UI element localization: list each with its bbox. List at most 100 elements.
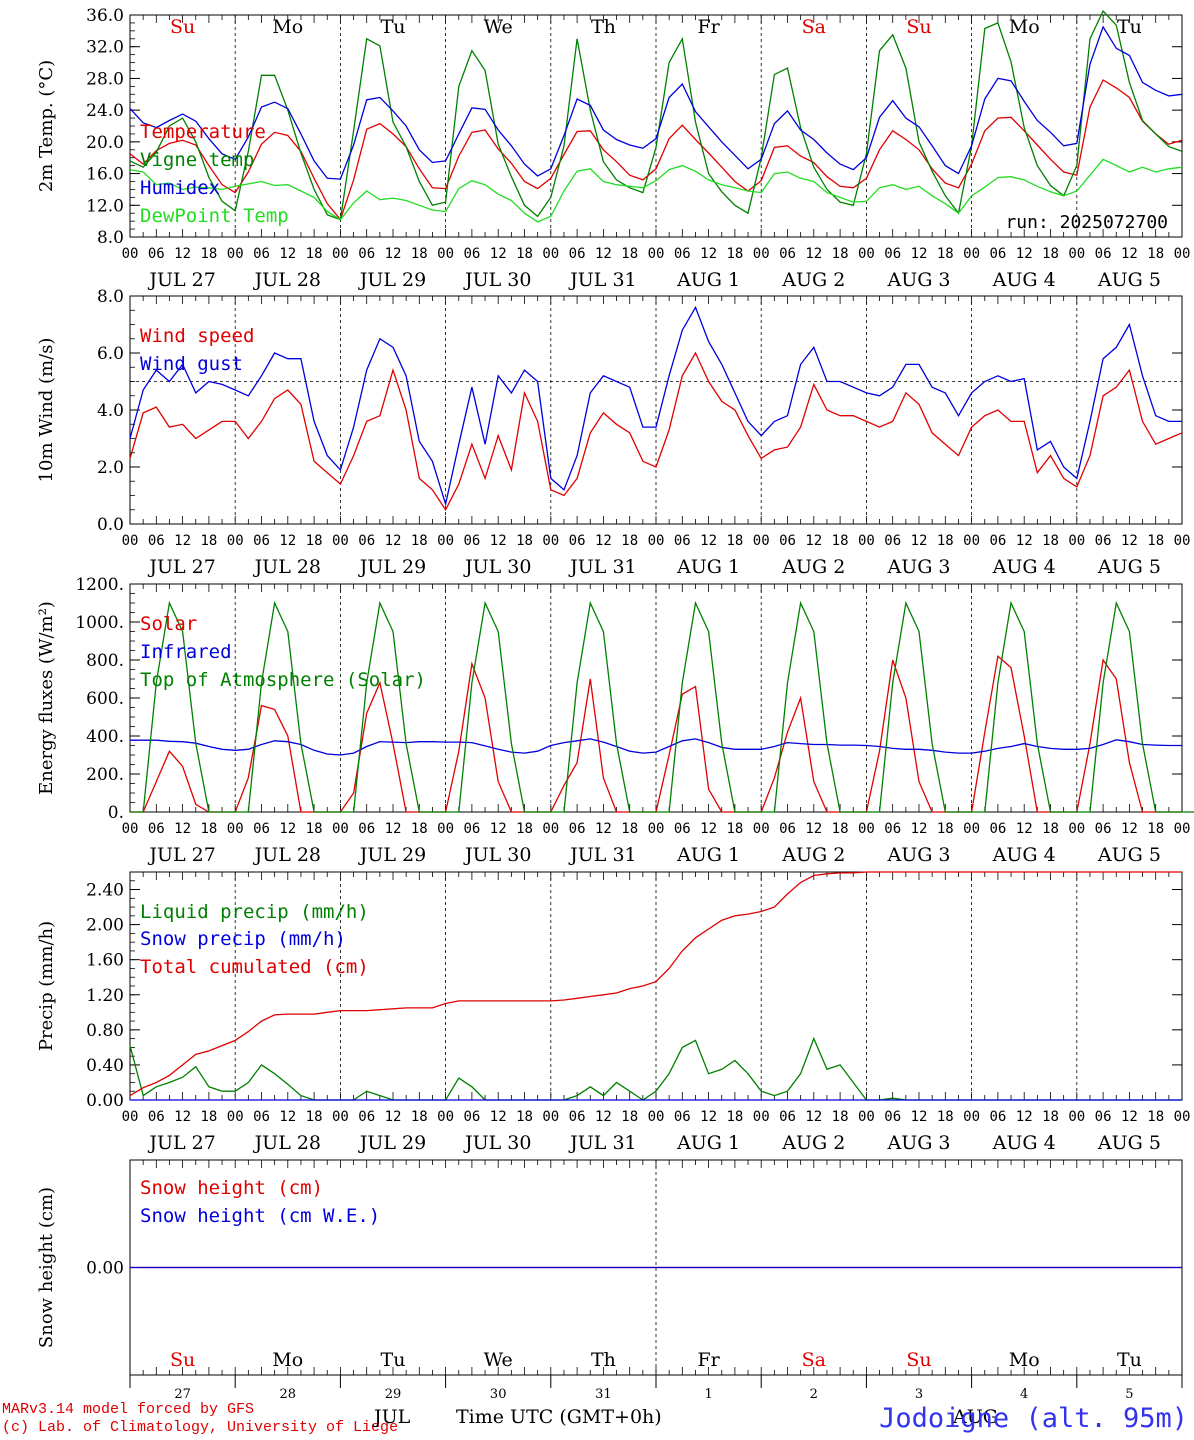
hour-label: 06 [253, 821, 270, 837]
weekday-label-bottom: Su [170, 1349, 195, 1371]
hour-label: 12 [174, 821, 191, 837]
hour-label: 06 [148, 821, 165, 837]
hour-label: 18 [200, 821, 217, 837]
hour-label: 00 [1068, 821, 1085, 837]
y-tick-label: 16.0 [86, 165, 124, 185]
hour-label: 18 [726, 1109, 743, 1125]
date-label: AUG 5 [1097, 556, 1161, 578]
hour-label: 00 [1068, 1109, 1085, 1125]
hour-label: 18 [516, 533, 533, 549]
hour-label: 00 [753, 246, 770, 262]
panel-4 [129, 871, 1183, 1101]
hour-label: 18 [726, 821, 743, 837]
date-label: JUL 30 [463, 269, 531, 291]
date-label: AUG 4 [992, 556, 1056, 578]
hour-label: 18 [411, 1109, 428, 1125]
legend-entry: Solar [140, 613, 197, 635]
series-line-infrared [130, 738, 1182, 756]
date-label: AUG 5 [1097, 269, 1161, 291]
y-tick-label: 600. [86, 689, 124, 709]
series-line-total-cumulated-cm- [129, 871, 1182, 1097]
weekday-label-top: Th [591, 16, 616, 38]
hour-label: 00 [963, 821, 980, 837]
model-line: MARv3.14 model forced by GFS [2, 1401, 255, 1418]
date-label: JUL 27 [147, 1132, 215, 1154]
weekday-label-bottom: Fr [697, 1349, 720, 1371]
weekday-label-bottom: We [484, 1349, 513, 1371]
hour-label: 18 [1147, 1109, 1164, 1125]
date-label: JUL 31 [568, 269, 636, 291]
hour-label: 18 [937, 533, 954, 549]
legend-entry: Wind speed [140, 325, 254, 347]
hour-label: 12 [174, 1109, 191, 1125]
series-line-humidex [129, 25, 1183, 180]
hour-label: 00 [227, 246, 244, 262]
date-label: AUG 3 [886, 269, 950, 291]
series-line-top-of-atmosphere-solar- [130, 600, 1194, 813]
series-line-dewpoint-temp [129, 158, 1183, 223]
hour-label: 00 [437, 246, 454, 262]
date-label: JUL 29 [358, 269, 426, 291]
hour-label: 00 [858, 821, 875, 837]
hour-label: 00 [122, 533, 139, 549]
hour-label: 06 [674, 1109, 691, 1125]
hour-label: 06 [253, 1109, 270, 1125]
y-tick-label: 2.40 [86, 881, 124, 901]
date-label: AUG 4 [992, 844, 1056, 866]
y-axis-label: 2m Temp. (°C) [36, 60, 57, 192]
day-number: 3 [915, 1387, 923, 1402]
hour-label: 18 [832, 1109, 849, 1125]
hour-label: 06 [989, 1109, 1006, 1125]
hour-label: 12 [1121, 821, 1138, 837]
hour-label: 12 [700, 1109, 717, 1125]
hour-label: 18 [516, 1109, 533, 1125]
hour-label: 12 [385, 1109, 402, 1125]
day-number: 2 [810, 1387, 818, 1402]
hour-label: 00 [753, 533, 770, 549]
series-line-wind-gust [129, 305, 1182, 507]
hour-label: 06 [148, 246, 165, 262]
hour-label: 06 [674, 246, 691, 262]
hour-label: 00 [648, 533, 665, 549]
legend-entry: Wind gust [140, 353, 243, 375]
y-tick-label: 36.0 [86, 6, 124, 26]
date-label: JUL 27 [147, 844, 215, 866]
hour-label: 06 [779, 821, 796, 837]
month-label-aug: AUG [953, 1406, 998, 1428]
hour-label: 12 [595, 533, 612, 549]
day-number: 1 [704, 1387, 712, 1402]
y-tick-label: 0.0 [97, 515, 124, 535]
hour-label: 12 [1121, 246, 1138, 262]
day-number: 5 [1125, 1387, 1133, 1402]
y-tick-label: 8.0 [97, 287, 124, 307]
weekday-label-top: Mo [272, 16, 303, 38]
hour-label: 06 [884, 1109, 901, 1125]
hour-label: 00 [1174, 821, 1191, 837]
y-tick-label: 2.00 [86, 916, 124, 936]
hour-label: 06 [253, 246, 270, 262]
y-tick-label: 0.00 [86, 1259, 124, 1279]
weekday-label-bottom: Mo [272, 1349, 303, 1371]
date-label: JUL 28 [253, 556, 321, 578]
series-line-vigne-temp [129, 9, 1183, 221]
y-tick-label: 2.0 [97, 458, 124, 478]
y-tick-label: 20.0 [86, 133, 124, 153]
date-label: AUG 2 [781, 269, 845, 291]
hour-label: 18 [411, 533, 428, 549]
hour-label: 06 [358, 533, 375, 549]
hour-label: 06 [463, 821, 480, 837]
hour-label: 18 [411, 821, 428, 837]
legend-entry: Infrared [140, 641, 232, 663]
hour-label: 00 [437, 821, 454, 837]
date-label: AUG 4 [992, 269, 1056, 291]
date-label: JUL 27 [147, 269, 215, 291]
panel-1 [129, 9, 1183, 238]
day-number: 29 [385, 1387, 402, 1402]
hour-label: 06 [148, 533, 165, 549]
hour-label: 00 [227, 821, 244, 837]
date-label: JUL 27 [147, 556, 215, 578]
date-label: JUL 30 [463, 556, 531, 578]
y-axis-label: Snow height (cm) [36, 1187, 57, 1348]
date-label: JUL 31 [568, 1132, 636, 1154]
y-tick-label: 0.40 [86, 1056, 124, 1076]
